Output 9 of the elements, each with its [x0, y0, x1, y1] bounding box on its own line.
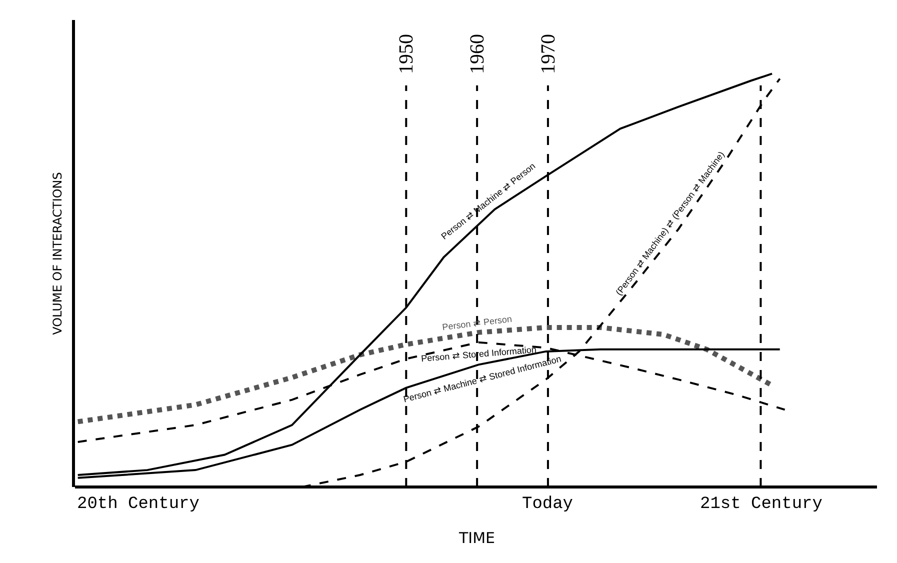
annotation: Today	[522, 495, 574, 514]
x-tick-label: 1950	[396, 34, 418, 74]
text: 20th Century	[77, 495, 200, 514]
ref-line-label: 21st Century	[700, 495, 822, 514]
x-axis-title: TIME	[458, 529, 496, 547]
y-axis-title: VOLUME OF INTERACTIONS	[50, 172, 64, 335]
text: Person ⇄ Person	[442, 314, 512, 332]
x-tick-label: 1970	[537, 34, 560, 74]
x-tick-label: 1960	[466, 34, 489, 74]
